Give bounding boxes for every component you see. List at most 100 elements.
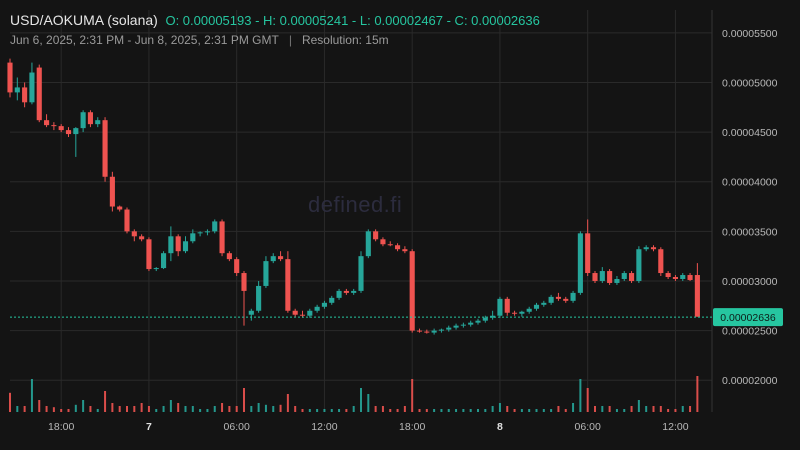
candle-body <box>585 233 591 274</box>
candle-body <box>387 244 393 246</box>
x-tick-label: 18:00 <box>48 421 74 433</box>
volume-bar <box>82 400 85 412</box>
volume-bar <box>396 409 399 412</box>
volume-bar <box>89 406 92 412</box>
volume-bar <box>184 406 187 412</box>
volume-bar <box>74 404 77 412</box>
volume-bar <box>659 406 662 412</box>
candle-body <box>548 296 554 303</box>
y-tick-label: 0.00005000 <box>722 77 778 89</box>
volume-bar <box>506 406 509 412</box>
candle-body <box>314 306 320 311</box>
volume-bar <box>645 406 648 412</box>
candle-body <box>343 290 349 293</box>
candle-body <box>592 273 598 281</box>
candle-body <box>219 221 225 254</box>
date-range: Jun 6, 2025, 2:31 PM - Jun 8, 2025, 2:31… <box>10 33 279 47</box>
volume-bar <box>301 409 304 412</box>
candle-body <box>563 298 569 301</box>
volume-bar <box>586 388 589 412</box>
volume-bar <box>213 406 216 412</box>
candle-body <box>7 62 13 93</box>
y-tick-label: 0.00003500 <box>722 226 778 238</box>
volume-bar <box>630 406 633 412</box>
chart-header: USD/AOKUMA (solana) O: 0.00005193 - H: 0… <box>10 12 540 28</box>
volume-bar <box>286 394 289 412</box>
candle-body <box>124 209 130 232</box>
candle-body <box>482 317 488 321</box>
candle-body <box>292 310 298 315</box>
candle-body <box>497 298 503 316</box>
candle-body <box>533 304 540 309</box>
volume-bar <box>345 409 348 412</box>
volume-bar <box>542 409 545 412</box>
volume-bar <box>330 409 333 412</box>
volume-bar <box>674 409 677 412</box>
volume-bar <box>221 403 224 412</box>
volume-bar <box>403 406 406 412</box>
candle-body <box>58 126 64 131</box>
volume-bar <box>681 406 684 412</box>
volume-bar <box>352 406 355 412</box>
candle-body <box>131 231 137 237</box>
candle-body <box>424 331 430 333</box>
candle-body <box>621 273 627 279</box>
candle-body <box>190 233 196 242</box>
volume-bar <box>564 409 567 412</box>
candle-body <box>197 232 203 234</box>
volume-bar <box>96 409 99 412</box>
volume-bar <box>257 403 260 412</box>
volume-bar <box>440 409 443 412</box>
volume-bar <box>374 406 377 412</box>
volume-bar <box>147 406 150 412</box>
y-tick-label: 0.00003000 <box>722 276 778 288</box>
volume-bar <box>447 409 450 412</box>
candle-body <box>512 312 518 314</box>
candle-body <box>438 329 444 331</box>
candle-body <box>139 236 145 240</box>
candle-body <box>256 285 262 311</box>
volume-bar <box>579 379 582 412</box>
volume-bar <box>243 388 245 412</box>
candle-body <box>665 273 671 278</box>
pair-title: USD/AOKUMA (solana) <box>10 12 158 28</box>
candle-body <box>117 206 123 210</box>
candle-body <box>365 231 371 257</box>
candle-body <box>614 278 620 283</box>
volume-bar <box>462 409 465 412</box>
candle-body <box>146 239 152 270</box>
volume-bar <box>104 391 107 412</box>
candle-body <box>658 249 664 274</box>
volume-bar <box>455 409 458 412</box>
volume-bar <box>367 394 370 412</box>
candle-body <box>212 221 218 232</box>
volume-bar <box>484 409 487 412</box>
candle-body <box>307 310 313 316</box>
candle-body <box>409 251 415 331</box>
volume-bar <box>425 409 428 412</box>
volume-bar <box>528 409 531 412</box>
candle-body <box>109 176 115 207</box>
volume-bar <box>637 400 640 412</box>
candle-body <box>607 271 613 283</box>
volume-bar <box>45 406 48 412</box>
candle-body <box>29 72 35 103</box>
candle-body <box>22 87 28 103</box>
candle-body <box>285 259 291 311</box>
volume-bar <box>177 403 180 412</box>
x-tick-label: 8 <box>497 421 503 433</box>
watermark: defined.fi <box>308 192 403 217</box>
last-price-label: 0.00002636 <box>720 312 776 324</box>
volume-bar <box>594 406 596 412</box>
volume-bar <box>9 392 11 412</box>
volume-bar <box>411 379 414 412</box>
x-tick-label: 12:00 <box>311 421 337 433</box>
candle-body <box>51 125 57 127</box>
candle-body <box>336 290 342 298</box>
x-tick-label: 06:00 <box>224 421 250 433</box>
candle-body <box>416 330 423 332</box>
volume-bar <box>272 406 275 412</box>
volume-bar <box>557 406 560 412</box>
candle-body <box>431 330 437 333</box>
